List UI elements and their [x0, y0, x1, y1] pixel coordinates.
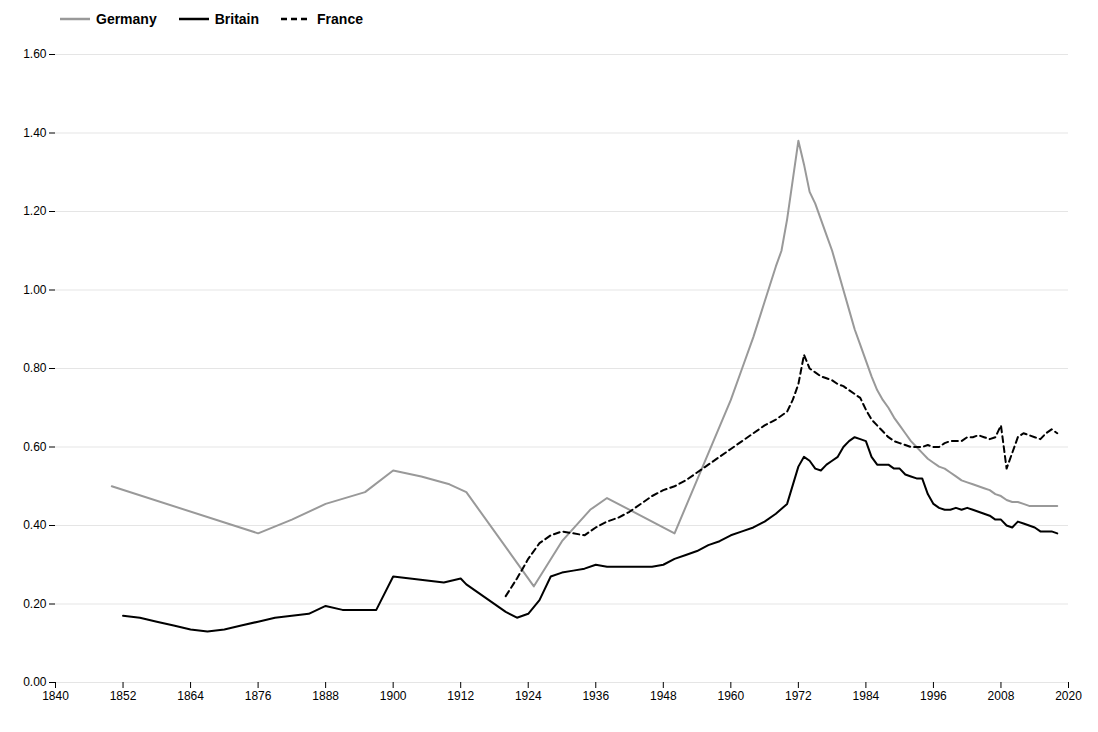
svg-text:1960: 1960 — [717, 689, 744, 703]
html-text:Britain: Britain — [214, 11, 259, 27]
svg-text:1912: 1912 — [447, 689, 474, 703]
svg-text:1924: 1924 — [515, 689, 542, 703]
svg-text:1876: 1876 — [245, 689, 272, 703]
svg-text:0.40: 0.40 — [23, 518, 47, 532]
svg-text:1888: 1888 — [312, 689, 339, 703]
svg-text:1984: 1984 — [853, 689, 880, 703]
svg-text:1948: 1948 — [650, 689, 677, 703]
svg-text:1852: 1852 — [110, 689, 137, 703]
svg-text:2008: 2008 — [988, 689, 1015, 703]
svg-text:1900: 1900 — [380, 689, 407, 703]
svg-text:1864: 1864 — [177, 689, 204, 703]
svg-text:0.60: 0.60 — [23, 440, 47, 454]
svg-text:1996: 1996 — [920, 689, 947, 703]
svg-text:0.00: 0.00 — [23, 675, 47, 689]
svg-text:1.00: 1.00 — [23, 283, 47, 297]
svg-text:0.80: 0.80 — [23, 361, 47, 375]
svg-text:2020: 2020 — [1055, 689, 1082, 703]
svg-text:1.60: 1.60 — [23, 47, 47, 61]
svg-text:1936: 1936 — [582, 689, 609, 703]
svg-text:1.40: 1.40 — [23, 126, 47, 140]
svg-text:1972: 1972 — [785, 689, 812, 703]
svg-text:1.20: 1.20 — [23, 204, 47, 218]
html-text:France: France — [317, 11, 363, 27]
html-text:Germany: Germany — [96, 11, 157, 27]
svg-text:1840: 1840 — [42, 689, 69, 703]
svg-text:0.20: 0.20 — [23, 597, 47, 611]
